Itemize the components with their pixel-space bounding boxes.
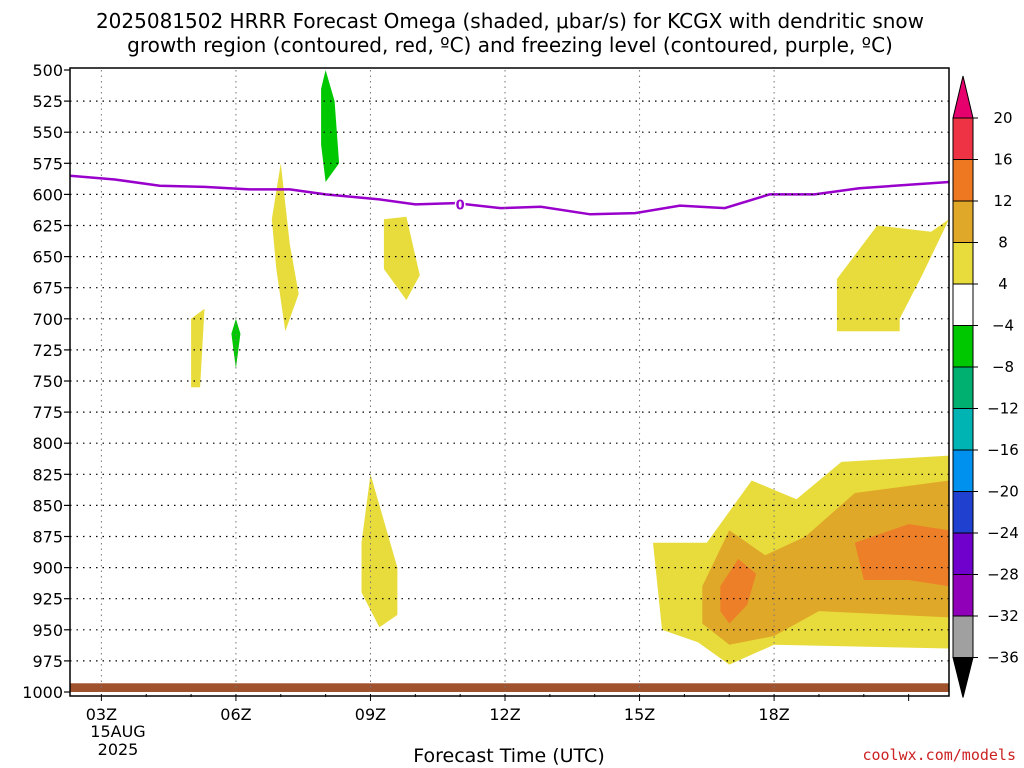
y-tick-label: 900: [32, 559, 63, 578]
colorbar-segment: [952, 615, 974, 658]
colorbar-tick-label: 16: [993, 151, 1012, 169]
y-tick-label: 950: [32, 621, 63, 640]
y-tick-label: 975: [32, 652, 63, 671]
y-tick-label: 700: [32, 310, 63, 329]
colorbar-tick-label: −12: [987, 400, 1019, 418]
colorbar-top-arrow: [952, 75, 974, 119]
y-axis-ticks: 500 525 550 575 600 625 650 675 700 725 750 775 800 8…: [22, 61, 70, 702]
y-tick-label: 525: [32, 92, 63, 111]
colorbar-tick-label: −4: [992, 317, 1014, 335]
colorbar-tick-label: −24: [987, 524, 1019, 542]
colorbar-segment: [952, 117, 974, 160]
colorbar-tick-label: 20: [993, 109, 1012, 127]
x-tick-label: 12Z: [489, 705, 520, 724]
y-tick-label: 925: [32, 590, 63, 609]
freezing-level-line: [70, 174, 949, 216]
grid-lines: [70, 70, 949, 692]
plot-frame: [69, 67, 950, 697]
colorbar-segment: [952, 325, 974, 368]
credit-text: coolwx.com/models: [862, 746, 1016, 764]
omega-region-4: [383, 216, 420, 301]
colorbar-tick-label: −20: [987, 483, 1019, 501]
colorbar-segment: [952, 491, 974, 534]
omega-region-6: [836, 219, 949, 332]
y-tick-label: 875: [32, 528, 63, 547]
x-axis-ticks: 03Z 06Z 09Z 12Z 15Z 18Z: [86, 694, 910, 724]
omega-region-10: [854, 524, 949, 587]
x-tick-label: 18Z: [758, 705, 789, 724]
chart-title-line2: growth region (contoured, red, ºC) and f…: [127, 33, 893, 57]
colorbar: 20 16 12 8 4 −4 −8 −12 −16 −20 −24 −28 −32 −36: [952, 75, 1019, 698]
omega-region-5: [361, 474, 398, 628]
year-label: 2025: [98, 740, 139, 759]
omega-region-1: [321, 70, 340, 182]
y-tick-label: 650: [32, 248, 63, 267]
y-tick-label: 750: [32, 372, 63, 391]
colorbar-tick-label: 12: [993, 192, 1012, 210]
colorbar-tick-label: −28: [987, 566, 1019, 584]
freezing-level-label: 0: [456, 198, 465, 213]
y-tick-label: 800: [32, 434, 63, 453]
colorbar-bottom-arrow: [952, 657, 974, 698]
plot-area: 0: [70, 70, 949, 692]
colorbar-segment: [952, 200, 974, 243]
x-tick-label: 09Z: [355, 705, 386, 724]
omega-region-2: [231, 318, 241, 369]
x-axis-label: Forecast Time (UTC): [413, 745, 604, 767]
colorbar-tick-label: −16: [987, 441, 1019, 459]
y-tick-label: 625: [32, 217, 63, 236]
y-tick-label: 1000: [22, 683, 63, 702]
y-tick-label: 600: [32, 185, 63, 204]
omega-region-9: [720, 558, 757, 624]
y-tick-label: 725: [32, 341, 63, 360]
omega-region-3: [271, 163, 299, 332]
y-tick-label: 850: [32, 496, 63, 515]
colorbar-segment: [952, 574, 974, 617]
y-tick-label: 500: [32, 61, 63, 80]
colorbar-tick-label: −8: [992, 358, 1014, 376]
chart-title-line1: 2025081502 HRRR Forecast Omega (shaded, …: [96, 9, 924, 33]
colorbar-segment: [952, 449, 974, 492]
y-tick-label: 675: [32, 279, 63, 298]
omega-region-0: [191, 308, 205, 388]
colorbar-segment: [952, 366, 974, 409]
y-tick-label: 575: [32, 154, 63, 173]
colorbar-tick-label: −36: [987, 649, 1019, 667]
colorbar-tick-label: 8: [998, 234, 1008, 252]
colorbar-segment: [952, 532, 974, 575]
ground-strip: [70, 683, 949, 692]
colorbar-segment: [952, 159, 974, 202]
x-tick-label: 03Z: [86, 705, 117, 724]
colorbar-segment: [952, 283, 974, 326]
colorbar-segment: [952, 242, 974, 285]
colorbar-tick-label: 4: [998, 275, 1008, 293]
x-tick-label: 15Z: [624, 705, 655, 724]
y-tick-label: 550: [32, 123, 63, 142]
y-tick-label: 825: [32, 465, 63, 484]
colorbar-tick-label: −32: [987, 607, 1019, 625]
date-label: 15AUG: [90, 722, 145, 741]
colorbar-segment: [952, 408, 974, 451]
omega-region-8: [702, 480, 949, 645]
x-tick-label: 06Z: [220, 705, 251, 724]
y-tick-label: 775: [32, 403, 63, 422]
